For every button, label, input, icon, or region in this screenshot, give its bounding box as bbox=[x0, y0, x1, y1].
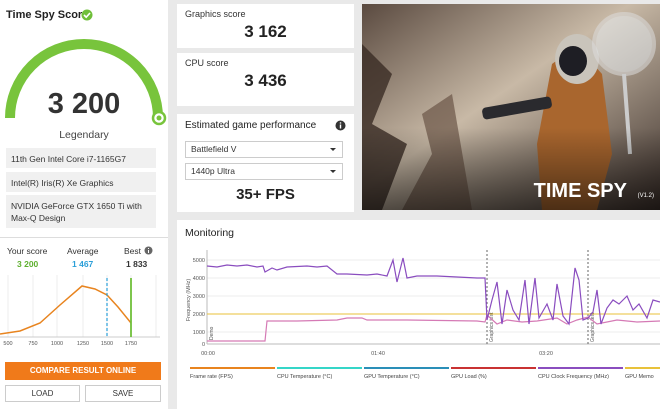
score-gauge bbox=[5, 39, 167, 126]
axis-label: 1500 bbox=[101, 341, 113, 347]
fps-result: 35+ FPS bbox=[236, 186, 295, 203]
y-tick-label: 2000 bbox=[193, 312, 205, 318]
axis-label: 1250 bbox=[77, 341, 89, 347]
y-tick-label: 3000 bbox=[193, 294, 205, 300]
marker-label: Demo bbox=[209, 326, 215, 340]
preset-dropdown[interactable]: 1440p Ultra bbox=[185, 163, 343, 180]
hardware-cpu: 11th Gen Intel Core i7-1165G7 bbox=[6, 148, 156, 168]
graphics-value: 3 162 bbox=[244, 22, 287, 41]
x-tick-label: 00:00 bbox=[201, 351, 215, 357]
compare-button[interactable]: COMPARE RESULT ONLINE bbox=[5, 362, 161, 380]
cpu-value: 3 436 bbox=[244, 71, 287, 90]
score-rank: Legendary bbox=[59, 129, 109, 141]
banner-title: TIME SPY bbox=[534, 180, 628, 202]
best-label: Best bbox=[124, 246, 142, 256]
score-panel: Time Spy Score 3 200 Legendary 11th Gen … bbox=[0, 0, 168, 409]
legend-label: GPU Temperature (°C) bbox=[364, 374, 420, 380]
cpu-card: CPU score 3 436 bbox=[177, 53, 354, 106]
marker-label: Graphics test bbox=[590, 312, 596, 342]
monitoring-chart: Frequency (MHz) 5000 4000 3000 2000 1000… bbox=[186, 250, 660, 380]
legend-label: CPU Temperature (°C) bbox=[277, 374, 332, 380]
banner-version: (V1.2) bbox=[638, 193, 654, 199]
axis-label: 500 bbox=[3, 341, 12, 347]
check-icon bbox=[81, 9, 93, 21]
distribution-chart: 500 750 1000 1250 1500 1750 bbox=[0, 275, 160, 347]
average-value: 1 467 bbox=[72, 259, 94, 269]
game-performance-card: Estimated game performance Battlefield V… bbox=[177, 114, 354, 212]
axis-label: 750 bbox=[28, 341, 37, 347]
total-score: 3 200 bbox=[47, 88, 121, 120]
info-icon[interactable] bbox=[335, 120, 346, 131]
x-tick-label: 03:20 bbox=[539, 351, 553, 357]
axis-label: 1000 bbox=[51, 341, 63, 347]
monitoring-title: Monitoring bbox=[185, 227, 235, 239]
y-tick-label: 4000 bbox=[193, 276, 205, 282]
axis-label: 1750 bbox=[125, 341, 137, 347]
y-tick-label: 5000 bbox=[193, 258, 205, 264]
legend-label: Frame rate (FPS) bbox=[190, 374, 233, 380]
graphics-label: Graphics score bbox=[185, 9, 246, 19]
divider bbox=[0, 237, 168, 238]
game-dropdown[interactable]: Battlefield V bbox=[185, 141, 343, 158]
average-label: Average bbox=[67, 246, 99, 256]
load-button[interactable]: LOAD bbox=[5, 385, 80, 402]
legend-label: GPU Memo bbox=[625, 374, 654, 380]
y-axis-label: Frequency (MHz) bbox=[186, 279, 192, 322]
your-score-value: 3 200 bbox=[17, 259, 39, 269]
info-icon[interactable] bbox=[144, 246, 153, 255]
y-tick-label: 1000 bbox=[193, 330, 205, 336]
legend-label: CPU Clock Frequency (MHz) bbox=[538, 374, 609, 380]
hardware-dgpu: NVIDIA GeForce GTX 1650 Ti with Max-Q De… bbox=[6, 195, 156, 228]
save-button[interactable]: SAVE bbox=[85, 385, 161, 402]
cpu-label: CPU score bbox=[185, 58, 229, 68]
x-tick-label: 01:40 bbox=[371, 351, 385, 357]
your-score-label: Your score bbox=[7, 246, 48, 256]
game-performance-title: Estimated game performance bbox=[185, 120, 317, 131]
marker-label: Graphics test bbox=[489, 312, 495, 342]
best-value: 1 833 bbox=[126, 259, 148, 269]
panel-title: Time Spy Score bbox=[6, 9, 89, 21]
monitoring-panel: Monitoring Frequency (MHz) 5000 4000 300… bbox=[177, 220, 660, 409]
graphics-card: Graphics score 3 162 bbox=[177, 4, 354, 48]
hardware-gpu: Intel(R) Iris(R) Xe Graphics bbox=[6, 172, 156, 192]
y-tick-label: 0 bbox=[202, 342, 205, 348]
banner: TIME SPY (V1.2) bbox=[362, 4, 660, 210]
legend-label: GPU Load (%) bbox=[451, 374, 487, 380]
